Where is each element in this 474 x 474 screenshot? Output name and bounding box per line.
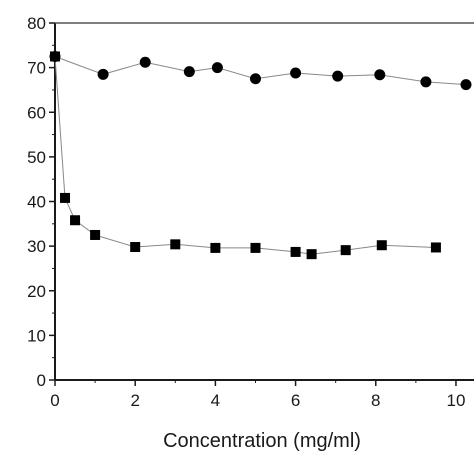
series-1-point [460,79,472,91]
series-1-point [374,69,386,81]
series-1-point [97,68,109,80]
x-tick-label: 10 [447,391,466,410]
series-lines [54,56,467,255]
series-2-line [54,56,436,255]
y-tick-label: 20 [27,282,46,301]
y-tick-label: 0 [37,371,46,390]
x-tick-label: 8 [371,391,380,410]
series-1-point [211,62,223,74]
series-2-point [210,242,221,253]
x-tick-label: 0 [50,391,59,410]
series-1-point [183,66,195,78]
series-2-point [306,249,317,260]
series-2-point [70,215,81,226]
plot-frame [54,22,474,381]
y-tick-label: 30 [27,237,46,256]
series-2-point [50,51,60,62]
series-1-point [332,70,344,82]
y-axis-ticks: 0 10 20 30 40 50 60 70 80 [27,14,55,390]
series-2-point [290,246,301,257]
x-tick-label: 4 [211,391,220,410]
series-1-point [290,67,302,79]
y-tick-label: 10 [27,326,46,345]
x-axis-ticks: 0 2 4 6 8 10 [50,380,465,410]
series-1-point [249,73,261,85]
series-2-point [250,242,261,253]
series-2-point [340,245,351,256]
x-tick-label: 2 [130,391,139,410]
series-2-point [430,242,441,253]
series-1-point [420,76,432,88]
series-markers [49,50,472,260]
y-tick-label: 70 [27,59,46,78]
y-tick-label: 80 [27,14,46,33]
series-2-point [130,242,141,253]
x-tick-label: 6 [291,391,300,410]
y-tick-label: 50 [27,148,46,167]
series-2-point [376,240,387,251]
series-2-point [60,192,71,203]
y-tick-label: 40 [27,193,46,212]
y-tick-label: 60 [27,103,46,122]
series-2-point [170,239,181,250]
series-2-point [90,229,101,240]
x-axis-title: Concentration (mg/ml) [163,430,361,452]
series-1-point [139,56,151,68]
